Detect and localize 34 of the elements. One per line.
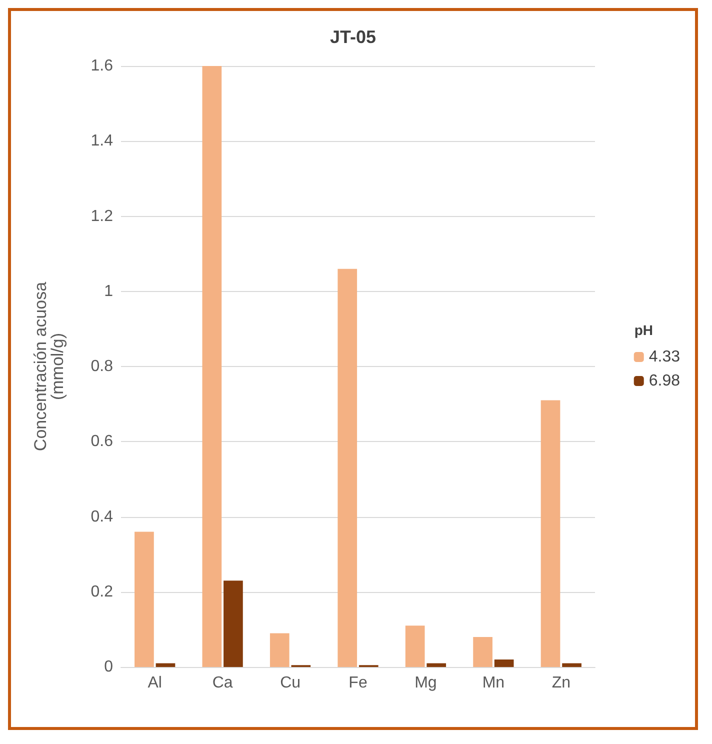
bar: [540, 400, 560, 667]
x-tick-label: Mn: [482, 674, 505, 692]
x-tick-label: Ca: [212, 674, 233, 692]
frame: pH Concentración acuosa (mmol/g) 0 0.2 0.4 0.6 0.8 1 1.2 1.4 1.6 Al Ca Cu Fe Mg Mn Zn 4.33 6.98 JT-05: [8, 8, 698, 730]
y-tick-label: 1.6: [90, 58, 114, 74]
bar: [562, 663, 582, 667]
bar: [202, 66, 222, 667]
bar: [224, 580, 243, 667]
chart-title: JT-05: [330, 27, 376, 47]
x-tick-label: Al: [148, 674, 162, 692]
bar: [494, 659, 514, 667]
bar: [405, 626, 425, 667]
y-tick-label: 0.4: [90, 508, 114, 526]
legend-label: 6.98: [648, 372, 680, 390]
y-tick-label: 1.4: [90, 132, 114, 150]
x-tick-label: Mg: [414, 674, 437, 692]
y-tick-label: 0.2: [90, 583, 114, 600]
y-tick-label: 1.2: [90, 208, 114, 225]
bar: [134, 532, 154, 667]
y-tick-label: 0: [104, 658, 114, 676]
bar: [473, 636, 492, 667]
y-tick-label: 0.6: [90, 433, 114, 450]
bar: [156, 663, 176, 667]
y-tick-label: 1: [104, 282, 114, 300]
y-axis-title: Concentración acuosa (mmol/g): [31, 281, 67, 452]
x-tick-label: Cu: [280, 674, 301, 692]
x-tick-label: Zn: [552, 674, 570, 692]
x-tick-label: Fe: [348, 674, 368, 692]
bar: [426, 663, 446, 667]
y-tick-label: 0.8: [90, 358, 114, 375]
legend-title: pH: [634, 322, 654, 338]
bar: [338, 268, 358, 667]
legend-label: 4.33: [648, 348, 680, 366]
bar: [270, 633, 290, 667]
